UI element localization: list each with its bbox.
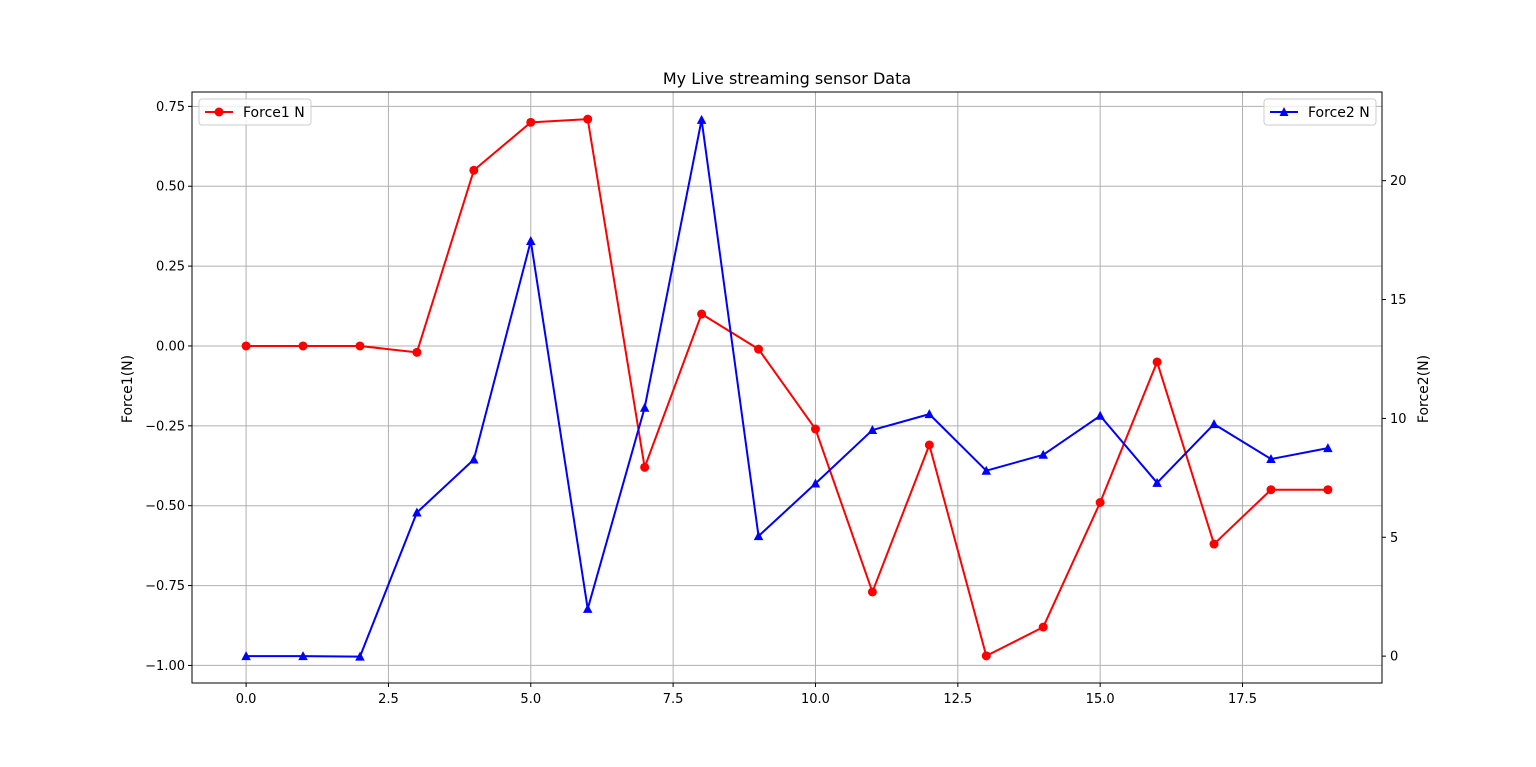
legend-force2: Force2 N [1263, 98, 1377, 126]
series-layer [241, 114, 1333, 661]
series-force1-n-point [754, 344, 764, 354]
series-force2-n-point [753, 531, 764, 541]
series-force2-n-point [1038, 449, 1048, 459]
chart-title: My Live streaming sensor Data [663, 69, 911, 88]
series-force1-n-point [1095, 498, 1105, 508]
series-force1-n-point [298, 341, 308, 351]
series-force2-n-point [412, 507, 422, 517]
series-force1-n-point [412, 347, 422, 357]
y-axis-left: −1.00 −0.75 −0.50 −0.25 0.00 0.25 0.50 0.75 [145, 100, 192, 674]
series-force2-n-point [355, 651, 365, 661]
y-left-tick-label: −0.75 [145, 579, 185, 594]
y-left-tick-label: −0.25 [145, 419, 185, 434]
legend-force2-box [1263, 98, 1377, 126]
y-right-tick-label: 0 [1390, 650, 1398, 665]
y-axis-right: 0 5 10 15 20 [1382, 174, 1407, 665]
x-tick-label: 2.5 [378, 692, 399, 707]
series-force1-n-point [469, 165, 479, 175]
series-force1-n-point [640, 462, 650, 472]
x-axis: 0.0 2.5 5.0 7.5 10.0 12.5 15.0 17.5 [236, 683, 1257, 707]
series-force2-n-point [696, 114, 707, 124]
series-force1-n-point [810, 424, 820, 434]
y-left-tick-label: 0.00 [156, 339, 185, 354]
legend-force2-marker [1279, 107, 1289, 116]
x-tick-label: 17.5 [1228, 692, 1257, 707]
series-force1-n-point [526, 117, 536, 127]
y-left-tick-label: −1.00 [145, 659, 185, 674]
series-force2-n-point [810, 478, 821, 488]
series-force2-n-point [981, 465, 992, 475]
series-force2-n-point [1323, 443, 1333, 453]
x-tick-label: 5.0 [520, 692, 541, 707]
y-right-tick-label: 10 [1390, 412, 1407, 427]
series-force2-n-point [241, 651, 251, 661]
series-force1-n-point [1266, 485, 1276, 495]
series-force2-n-point [1152, 477, 1162, 487]
series-force2-n-point [639, 402, 650, 412]
series-force1-n-point [867, 587, 877, 597]
legend-force1-label: Force1 N [243, 105, 305, 121]
plot-frame [191, 91, 1383, 684]
x-tick-label: 15.0 [1086, 692, 1115, 707]
y-right-tick-label: 15 [1390, 293, 1407, 308]
series-force2-n-point [582, 603, 593, 613]
x-tick-label: 10.0 [801, 692, 830, 707]
series-force2-n-point [469, 454, 479, 464]
series-force1-n-line [246, 118, 1328, 657]
series-force2-n-point [298, 651, 308, 661]
legend-force1: Force1 N [198, 98, 312, 126]
y-right-tick-label: 5 [1390, 531, 1398, 546]
x-tick-label: 7.5 [663, 692, 684, 707]
y-left-tick-label: 0.25 [156, 260, 185, 275]
series-force1-n-point [241, 341, 251, 351]
series-force2-n-point [867, 425, 878, 435]
series-force2-n-line [246, 118, 1329, 658]
series-force1-n-point [1323, 485, 1333, 495]
series-force2-n-point [1266, 454, 1276, 464]
series-force1-n-point [583, 114, 593, 124]
y-right-tick-label: 20 [1390, 174, 1407, 189]
y-left-tick-label: 0.50 [156, 180, 185, 195]
series-force1-n-point [981, 651, 991, 661]
series-force1-n-point [1152, 357, 1162, 367]
series-force1-n-point [355, 341, 365, 351]
series-force1-n-point [1209, 539, 1219, 549]
x-tick-label: 12.5 [943, 692, 972, 707]
series-force2-n-point [924, 409, 935, 419]
series-force2-n-point [526, 236, 536, 246]
series-force1-n-point [697, 309, 707, 319]
legend-force1-marker [214, 107, 224, 117]
grid [192, 92, 1382, 683]
y-axis-left-label: Force1(N) [120, 355, 136, 423]
series-force1-n-point [1038, 622, 1048, 632]
y-left-tick-label: 0.75 [156, 100, 185, 115]
legend-force2-label: Force2 N [1308, 105, 1370, 121]
series-force2-n-point [1095, 410, 1105, 420]
series-force2-n-point [1209, 419, 1219, 429]
legend-force1-box [198, 98, 312, 126]
y-left-tick-label: −0.50 [145, 499, 185, 514]
x-tick-label: 0.0 [236, 692, 257, 707]
y-axis-right-label: Force2(N) [1416, 355, 1432, 423]
series-force1-n-point [924, 440, 934, 450]
